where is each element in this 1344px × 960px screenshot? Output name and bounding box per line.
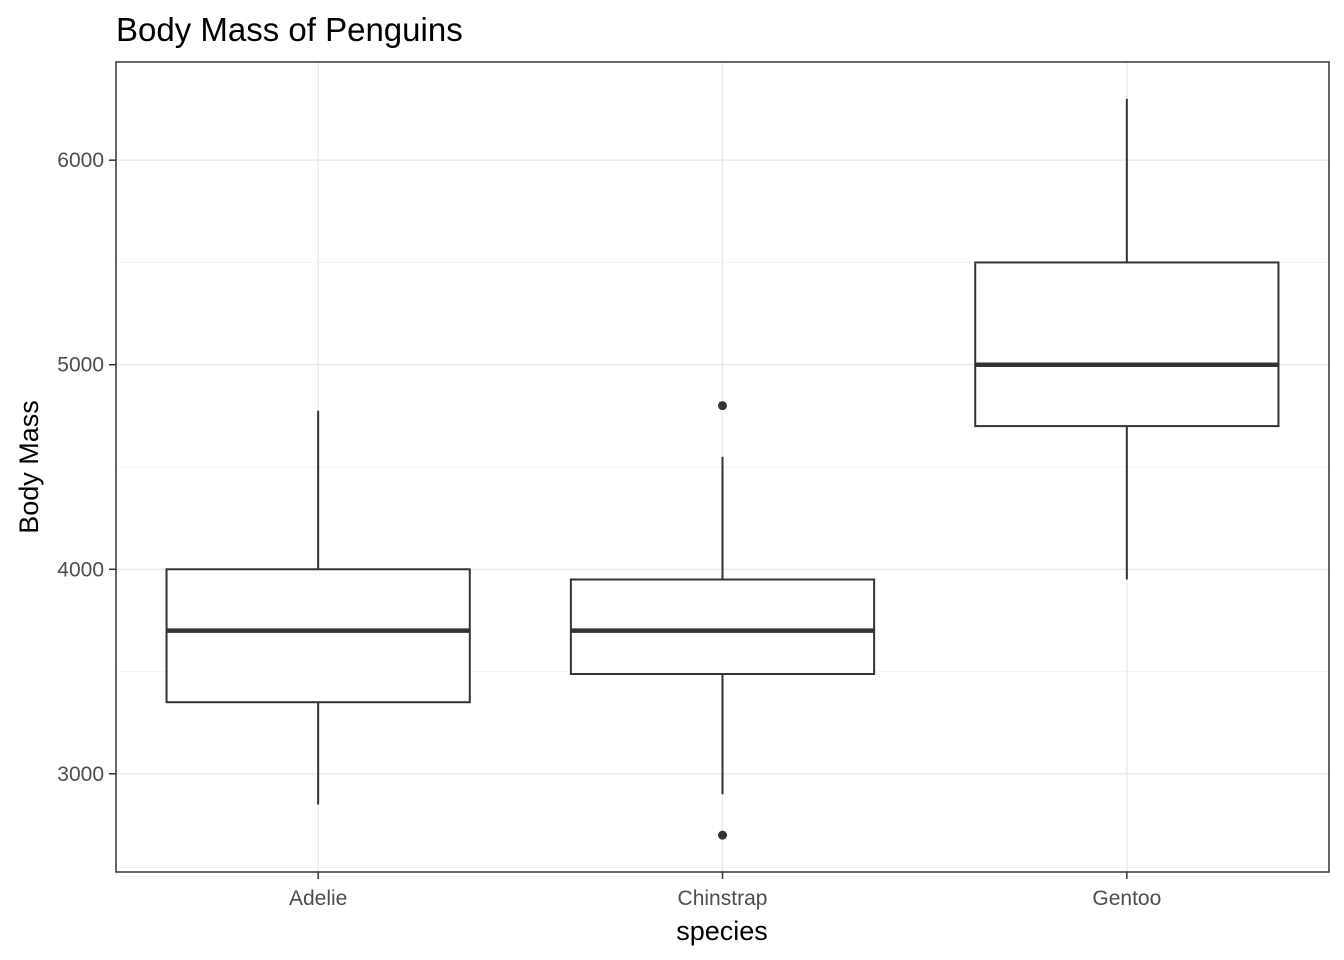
y-tick-label: 4000 bbox=[57, 558, 104, 581]
y-tick-label: 5000 bbox=[57, 354, 104, 377]
x-tick-label: Adelie bbox=[289, 887, 347, 910]
y-axis-title: Body Mass bbox=[14, 400, 44, 534]
box-chinstrap bbox=[569, 401, 876, 840]
box-adelie bbox=[165, 410, 471, 805]
outlier-point bbox=[718, 401, 727, 411]
box-gentoo bbox=[974, 98, 1280, 580]
box-iqr bbox=[974, 261, 1280, 428]
y-axis: 3000 4000 5000 6000 bbox=[57, 149, 116, 786]
x-tick-label: Chinstrap bbox=[678, 887, 768, 910]
y-tick-label: 3000 bbox=[57, 763, 104, 786]
box-series bbox=[165, 98, 1280, 840]
y-tick-label: 6000 bbox=[57, 149, 104, 172]
x-tick-label: Gentoo bbox=[1092, 887, 1161, 910]
x-axis: Adelie Chinstrap Gentoo bbox=[289, 872, 1161, 910]
chart-title: Body Mass of Penguins bbox=[116, 11, 463, 48]
outlier-point bbox=[718, 830, 727, 840]
box-iqr bbox=[165, 568, 471, 704]
box-iqr bbox=[569, 578, 876, 675]
x-axis-title: species bbox=[676, 916, 768, 946]
